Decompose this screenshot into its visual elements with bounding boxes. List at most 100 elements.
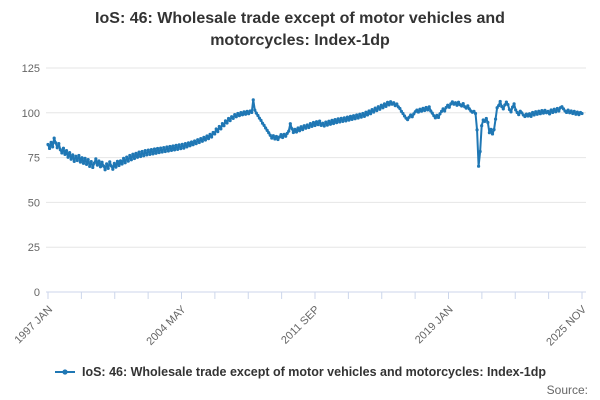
series-point bbox=[240, 113, 245, 117]
series-point bbox=[151, 152, 155, 156]
series-point bbox=[142, 154, 146, 158]
series-point bbox=[176, 147, 180, 151]
series-point bbox=[243, 112, 248, 116]
series-point bbox=[351, 114, 356, 118]
series-point bbox=[554, 110, 558, 114]
series-point bbox=[103, 168, 107, 172]
series-point bbox=[194, 142, 198, 146]
y-axis-tick-label: 0 bbox=[34, 287, 40, 299]
series-point bbox=[506, 102, 510, 107]
series-point bbox=[208, 132, 212, 136]
series-point bbox=[395, 102, 399, 106]
series-point bbox=[94, 157, 98, 161]
series-point bbox=[117, 163, 121, 168]
series-point bbox=[247, 112, 251, 116]
series-point bbox=[213, 132, 217, 136]
series-point bbox=[101, 164, 106, 168]
series-point bbox=[97, 159, 101, 163]
series-point bbox=[291, 130, 295, 135]
series-point bbox=[114, 165, 118, 169]
series-point bbox=[580, 111, 584, 116]
series-point bbox=[253, 108, 257, 112]
series-point bbox=[287, 129, 291, 133]
series-point bbox=[259, 118, 263, 122]
series-point bbox=[361, 111, 365, 116]
series-point bbox=[128, 153, 132, 158]
series-point bbox=[422, 108, 427, 113]
series-point bbox=[206, 137, 211, 141]
series-point bbox=[489, 127, 493, 131]
series-point bbox=[477, 164, 481, 168]
series-point bbox=[214, 127, 218, 131]
series-point bbox=[376, 105, 380, 109]
series-point bbox=[538, 112, 542, 116]
series-point bbox=[501, 107, 505, 111]
series-point bbox=[527, 112, 532, 116]
series-point bbox=[139, 154, 143, 159]
series-point bbox=[105, 162, 109, 166]
series-point bbox=[80, 156, 84, 160]
source-label: Source: bbox=[546, 383, 588, 397]
x-axis-tick-label: 2019 JAN bbox=[413, 304, 456, 347]
series-point bbox=[126, 159, 130, 163]
series-point bbox=[512, 102, 516, 106]
series-point bbox=[91, 165, 95, 170]
series-point bbox=[199, 137, 203, 141]
series-point bbox=[191, 143, 195, 147]
series-point bbox=[439, 109, 444, 113]
series-point bbox=[546, 109, 550, 113]
series-point bbox=[384, 104, 388, 108]
series-point bbox=[461, 102, 465, 106]
series-point bbox=[294, 130, 299, 134]
series-point bbox=[552, 107, 556, 111]
series-point bbox=[378, 107, 382, 111]
series-point bbox=[460, 104, 464, 108]
series-point bbox=[358, 112, 362, 116]
series-point bbox=[514, 108, 518, 112]
series-point bbox=[497, 104, 501, 108]
series-point bbox=[193, 139, 197, 143]
series-point bbox=[347, 118, 351, 122]
series-point bbox=[254, 111, 258, 115]
series-point bbox=[535, 112, 539, 116]
series-point bbox=[333, 118, 337, 122]
series-point bbox=[75, 158, 79, 163]
series-point bbox=[268, 133, 272, 137]
series-point bbox=[450, 100, 454, 104]
series-point bbox=[74, 154, 78, 158]
series-point bbox=[541, 111, 546, 115]
series-point bbox=[436, 115, 441, 120]
series-point bbox=[51, 145, 55, 149]
series-point bbox=[531, 110, 535, 115]
series-point bbox=[137, 150, 141, 154]
series-point bbox=[277, 135, 282, 139]
series-point bbox=[52, 136, 56, 140]
series-point bbox=[264, 126, 268, 130]
series-line-icon bbox=[54, 369, 75, 375]
series-point bbox=[325, 123, 329, 127]
series-point bbox=[564, 110, 569, 115]
legend-item-series[interactable]: IoS: 46: Wholesale trade except of motor… bbox=[54, 365, 546, 379]
series-point bbox=[225, 121, 229, 125]
series-point bbox=[342, 116, 346, 120]
series-point bbox=[179, 147, 183, 151]
x-axis-tick-label: 1997 JAN bbox=[12, 304, 55, 347]
page-title: IoS: 46: Wholesale trade except of motor… bbox=[95, 10, 505, 49]
series-point bbox=[305, 123, 309, 127]
series-point bbox=[148, 152, 152, 156]
series-point bbox=[111, 167, 115, 171]
series-point bbox=[487, 131, 491, 135]
series-point bbox=[46, 142, 50, 147]
series-point bbox=[66, 155, 70, 159]
series-point bbox=[86, 157, 90, 162]
series-point bbox=[129, 158, 133, 162]
series-point bbox=[71, 153, 75, 157]
series-point bbox=[203, 138, 208, 142]
series-point bbox=[540, 109, 544, 113]
series-point bbox=[328, 122, 333, 126]
series-point bbox=[547, 112, 552, 116]
series-point bbox=[466, 104, 470, 108]
series-point bbox=[271, 134, 275, 138]
series-point bbox=[313, 123, 317, 128]
